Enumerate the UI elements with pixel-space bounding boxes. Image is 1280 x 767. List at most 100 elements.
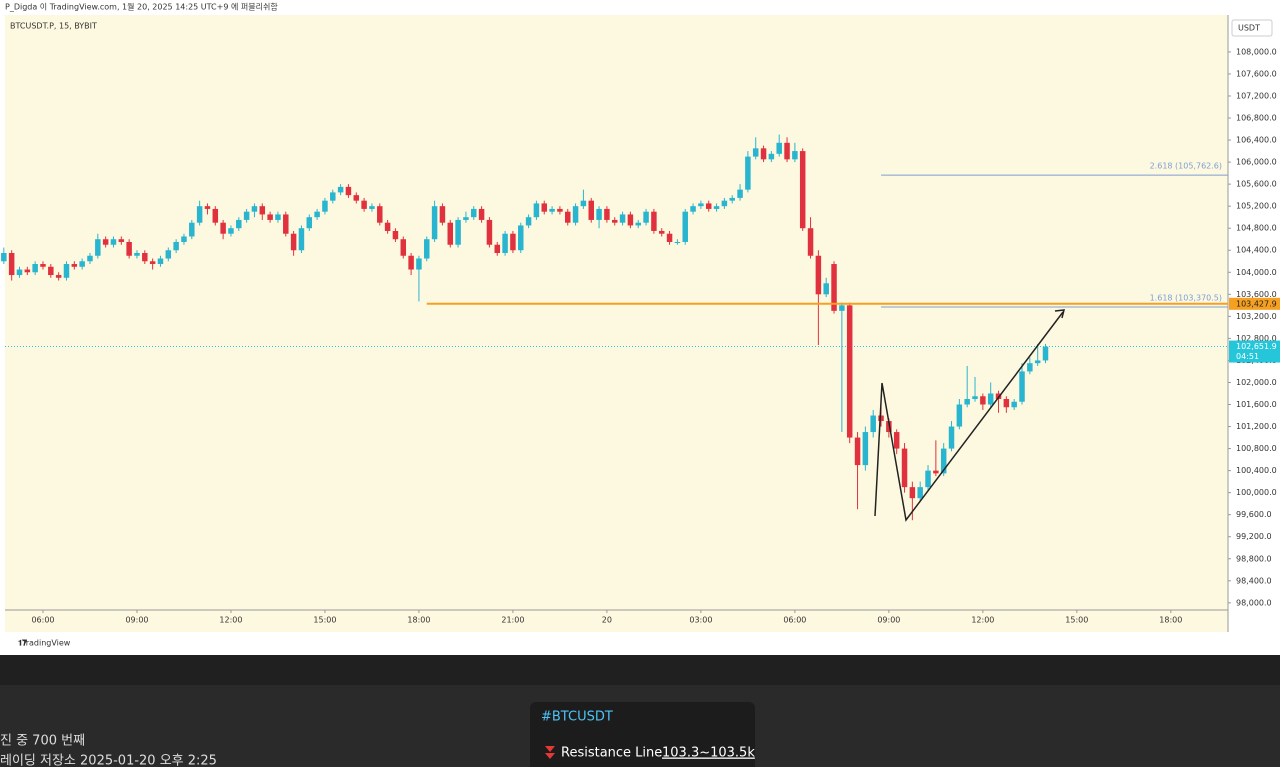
candle-body (721, 200, 728, 207)
candle-body (627, 214, 634, 226)
countdown: 04:51 (1236, 352, 1259, 361)
y-tick-label: 107,200.0 (1236, 91, 1277, 100)
candle-body (940, 448, 947, 474)
candle-body (1019, 371, 1025, 402)
candle-body (102, 239, 109, 245)
app-band (0, 655, 1280, 685)
y-tick-label: 101,600.0 (1236, 400, 1277, 409)
candle-body (713, 206, 720, 209)
candle-body (737, 189, 743, 198)
y-tick-label: 104,000.0 (1236, 268, 1277, 277)
candle-body (901, 448, 908, 488)
y-tick-label: 98,000.0 (1236, 598, 1272, 607)
candle-body (134, 253, 140, 256)
candle-body (322, 200, 328, 212)
candle-body (1027, 363, 1033, 372)
candle-body (204, 206, 211, 209)
popup-link[interactable]: 103.3~103.5k (662, 746, 755, 761)
candle-body (298, 228, 305, 251)
candle-body (510, 233, 516, 251)
candle-body (525, 217, 532, 226)
y-tick-label: 105,200.0 (1236, 202, 1277, 211)
candle-body (424, 239, 430, 259)
candle-body (71, 264, 78, 267)
candle-body (236, 219, 242, 229)
x-tick-label: 06:00 (783, 616, 806, 625)
candle-body (596, 208, 602, 220)
candle-body (792, 151, 798, 160)
popup-tag[interactable]: #BTCUSDT (541, 710, 613, 725)
currency: USDT (1238, 24, 1260, 33)
chart-bg (5, 15, 1228, 632)
candle-body (831, 264, 837, 311)
popup (530, 702, 755, 767)
x-tick-label: 21:00 (501, 616, 524, 625)
candle-body (705, 203, 712, 209)
candle-body (79, 261, 85, 267)
currency-box[interactable] (1231, 19, 1273, 37)
candle-body (16, 269, 23, 276)
candle-body (290, 233, 297, 251)
candle-body (181, 236, 187, 242)
candle-body (745, 156, 751, 190)
candle-body (518, 225, 524, 251)
candle-body (658, 230, 665, 234)
candle-body (690, 206, 696, 212)
candle-body (1042, 346, 1049, 361)
candle-body (345, 186, 352, 196)
candle-body (807, 228, 814, 256)
candle-body (541, 203, 547, 212)
byline: P_Digda 이 TradingView.com, 1월 20, 2025 1… (5, 2, 278, 12)
candle-body (799, 151, 806, 229)
candle-body (471, 208, 477, 218)
candle-body (149, 261, 156, 265)
candle-body (400, 239, 407, 256)
candle-body (870, 415, 876, 433)
candle-body (463, 217, 469, 220)
candle-body (40, 264, 46, 267)
y-tick-label: 100,400.0 (1236, 466, 1277, 475)
candle-body (572, 206, 579, 223)
candle-body (369, 206, 375, 209)
y-tick-label: 102,000.0 (1236, 378, 1277, 387)
x-tick-label: 18:00 (407, 616, 430, 625)
candle-body (337, 186, 344, 193)
y-tick-label: 100,000.0 (1236, 488, 1277, 497)
candle-body (55, 275, 62, 278)
candle-body (878, 415, 884, 422)
x-tick-label: 06:00 (31, 616, 54, 625)
candle-body (408, 255, 414, 270)
x-tick-label: 09:00 (877, 616, 900, 625)
icon (545, 753, 555, 759)
icon (545, 746, 555, 752)
y-tick-label: 104,400.0 (1236, 246, 1277, 255)
candle-body (549, 208, 555, 212)
candle-body (377, 206, 383, 223)
candle-body (416, 258, 422, 270)
candle-body (24, 269, 31, 273)
x-tick-label: 15:00 (1065, 616, 1088, 625)
candle-body (557, 208, 563, 212)
candle-body (142, 253, 148, 262)
candle-body (353, 195, 360, 201)
candle-body (760, 148, 767, 160)
candle-body (275, 214, 281, 220)
candle-body (674, 241, 681, 243)
candle-body (220, 222, 226, 234)
candle-body (956, 404, 963, 427)
level-axis-label: 103,427.9 (1236, 299, 1277, 308)
drawing (874, 311, 1064, 522)
candle-body (173, 241, 179, 251)
candle-body (635, 222, 641, 226)
candle-body (862, 432, 869, 466)
x-tick-label: 03:00 (689, 616, 712, 625)
candle-body (666, 233, 673, 242)
x-tick-label: 20 (602, 616, 612, 625)
y-tick-label: 98,400.0 (1236, 576, 1272, 585)
x-tick-label: 15:00 (313, 616, 336, 625)
candle-body (964, 398, 970, 405)
y-tick-label: 108,000.0 (1236, 47, 1277, 56)
candle-body (533, 203, 540, 218)
candle-body (588, 200, 594, 220)
